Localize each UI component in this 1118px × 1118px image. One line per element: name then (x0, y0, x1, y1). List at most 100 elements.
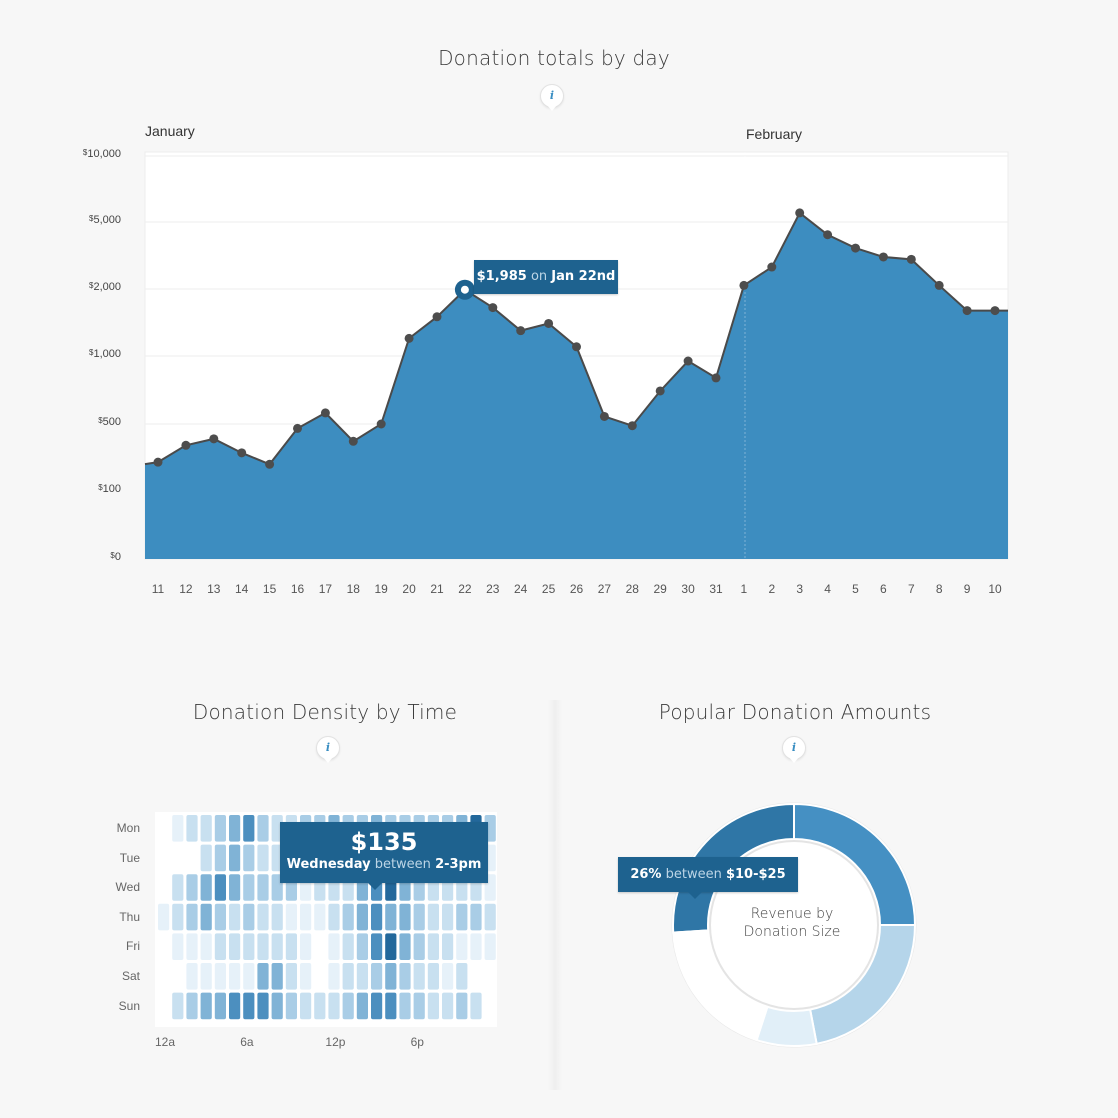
heatmap-cell[interactable] (371, 963, 383, 990)
heatmap-cell[interactable] (356, 933, 368, 960)
heatmap-cell[interactable] (484, 933, 496, 960)
heatmap-cell[interactable] (271, 903, 283, 931)
heatmap-cell[interactable] (186, 933, 198, 960)
heatmap-cell[interactable] (186, 874, 198, 901)
heatmap-cell[interactable] (186, 815, 198, 842)
heatmap-cell[interactable] (328, 933, 340, 960)
data-point[interactable] (878, 252, 888, 262)
heatmap-cell[interactable] (413, 992, 425, 1020)
info-icon[interactable]: i (540, 84, 564, 111)
heatmap-cell[interactable] (229, 963, 241, 990)
heatmap-cell[interactable] (442, 963, 454, 990)
heatmap-cell[interactable] (399, 933, 411, 960)
data-point[interactable] (544, 318, 554, 328)
heatmap-cell[interactable] (456, 963, 468, 990)
heatmap-cell[interactable] (243, 933, 255, 960)
data-point[interactable] (376, 419, 386, 429)
data-point[interactable] (823, 230, 833, 240)
heatmap-cell[interactable] (342, 992, 354, 1020)
data-point[interactable] (767, 262, 777, 272)
heatmap-cell[interactable] (200, 963, 212, 990)
data-point[interactable] (962, 306, 972, 316)
heatmap-cell[interactable] (186, 992, 198, 1020)
heatmap-cell[interactable] (385, 933, 397, 960)
heatmap-cell[interactable] (413, 963, 425, 990)
heatmap-cell[interactable] (484, 963, 496, 990)
heatmap-cell[interactable] (456, 933, 468, 960)
data-point[interactable] (488, 303, 498, 313)
heatmap-cell[interactable] (229, 903, 241, 931)
heatmap-cell[interactable] (214, 815, 226, 842)
heatmap-cell[interactable] (371, 992, 383, 1020)
heatmap-cell[interactable] (229, 992, 241, 1020)
heatmap-cell[interactable] (385, 963, 397, 990)
donut-slice[interactable] (672, 929, 769, 1042)
data-point[interactable] (320, 408, 330, 418)
heatmap-cell[interactable] (186, 963, 198, 990)
data-point[interactable] (795, 208, 805, 218)
heatmap-cell[interactable] (229, 874, 241, 901)
heatmap-cell[interactable] (300, 992, 312, 1020)
heatmap-cell[interactable] (314, 992, 326, 1020)
heatmap-cell[interactable] (158, 903, 170, 931)
heatmap-cell[interactable] (186, 844, 198, 872)
data-point[interactable] (655, 386, 665, 396)
heatmap-cell[interactable] (314, 933, 326, 960)
heatmap-cell[interactable] (456, 992, 468, 1020)
heatmap-cell[interactable] (186, 903, 198, 931)
data-point[interactable] (237, 448, 247, 458)
heatmap-cell[interactable] (243, 963, 255, 990)
heatmap-cell[interactable] (399, 963, 411, 990)
heatmap-cell[interactable] (314, 963, 326, 990)
info-icon[interactable]: i (316, 736, 340, 763)
heatmap-cell[interactable] (328, 903, 340, 931)
heatmap-cell[interactable] (172, 963, 184, 990)
heatmap-cell[interactable] (200, 874, 212, 901)
data-point[interactable] (404, 333, 414, 343)
heatmap-cell[interactable] (342, 933, 354, 960)
heatmap-cell[interactable] (158, 874, 170, 901)
heatmap-cell[interactable] (229, 933, 241, 960)
heatmap-cell[interactable] (158, 815, 170, 842)
data-point[interactable] (683, 356, 693, 366)
heatmap-cell[interactable] (285, 933, 297, 960)
heatmap-cell[interactable] (214, 963, 226, 990)
data-point[interactable] (851, 243, 860, 253)
heatmap-cell[interactable] (413, 933, 425, 960)
heatmap-cell[interactable] (300, 933, 312, 960)
heatmap-cell[interactable] (427, 903, 439, 931)
heatmap-cell[interactable] (470, 963, 482, 990)
data-point[interactable] (348, 436, 358, 446)
heatmap-cell[interactable] (257, 874, 269, 901)
heatmap-cell[interactable] (158, 963, 170, 990)
heatmap-cell[interactable] (356, 963, 368, 990)
heatmap-cell[interactable] (470, 903, 482, 931)
heatmap-cell[interactable] (371, 903, 383, 931)
data-point[interactable] (153, 457, 163, 467)
heatmap-cell[interactable] (328, 963, 340, 990)
heatmap-cell[interactable] (470, 933, 482, 960)
heatmap-cell[interactable] (200, 815, 212, 842)
heatmap-cell[interactable] (229, 815, 241, 842)
heatmap-cell[interactable] (172, 844, 184, 872)
data-point[interactable] (572, 342, 581, 352)
heatmap-cell[interactable] (214, 874, 226, 901)
heatmap-cell[interactable] (158, 992, 170, 1020)
heatmap-cell[interactable] (200, 933, 212, 960)
heatmap-cell[interactable] (427, 992, 439, 1020)
heatmap-cell[interactable] (371, 933, 383, 960)
heatmap-cell[interactable] (214, 933, 226, 960)
heatmap-cell[interactable] (200, 844, 212, 872)
heatmap-cell[interactable] (427, 933, 439, 960)
heatmap-cell[interactable] (200, 903, 212, 931)
data-point[interactable] (209, 434, 219, 444)
heatmap-cell[interactable] (172, 815, 184, 842)
data-point[interactable] (265, 459, 275, 469)
data-point[interactable] (906, 254, 916, 264)
heatmap-cell[interactable] (399, 992, 411, 1020)
heatmap-cell[interactable] (172, 992, 184, 1020)
info-icon[interactable]: i (782, 736, 806, 763)
heatmap-cell[interactable] (214, 844, 226, 872)
heatmap-cell[interactable] (257, 992, 269, 1020)
heatmap-cell[interactable] (271, 963, 283, 990)
